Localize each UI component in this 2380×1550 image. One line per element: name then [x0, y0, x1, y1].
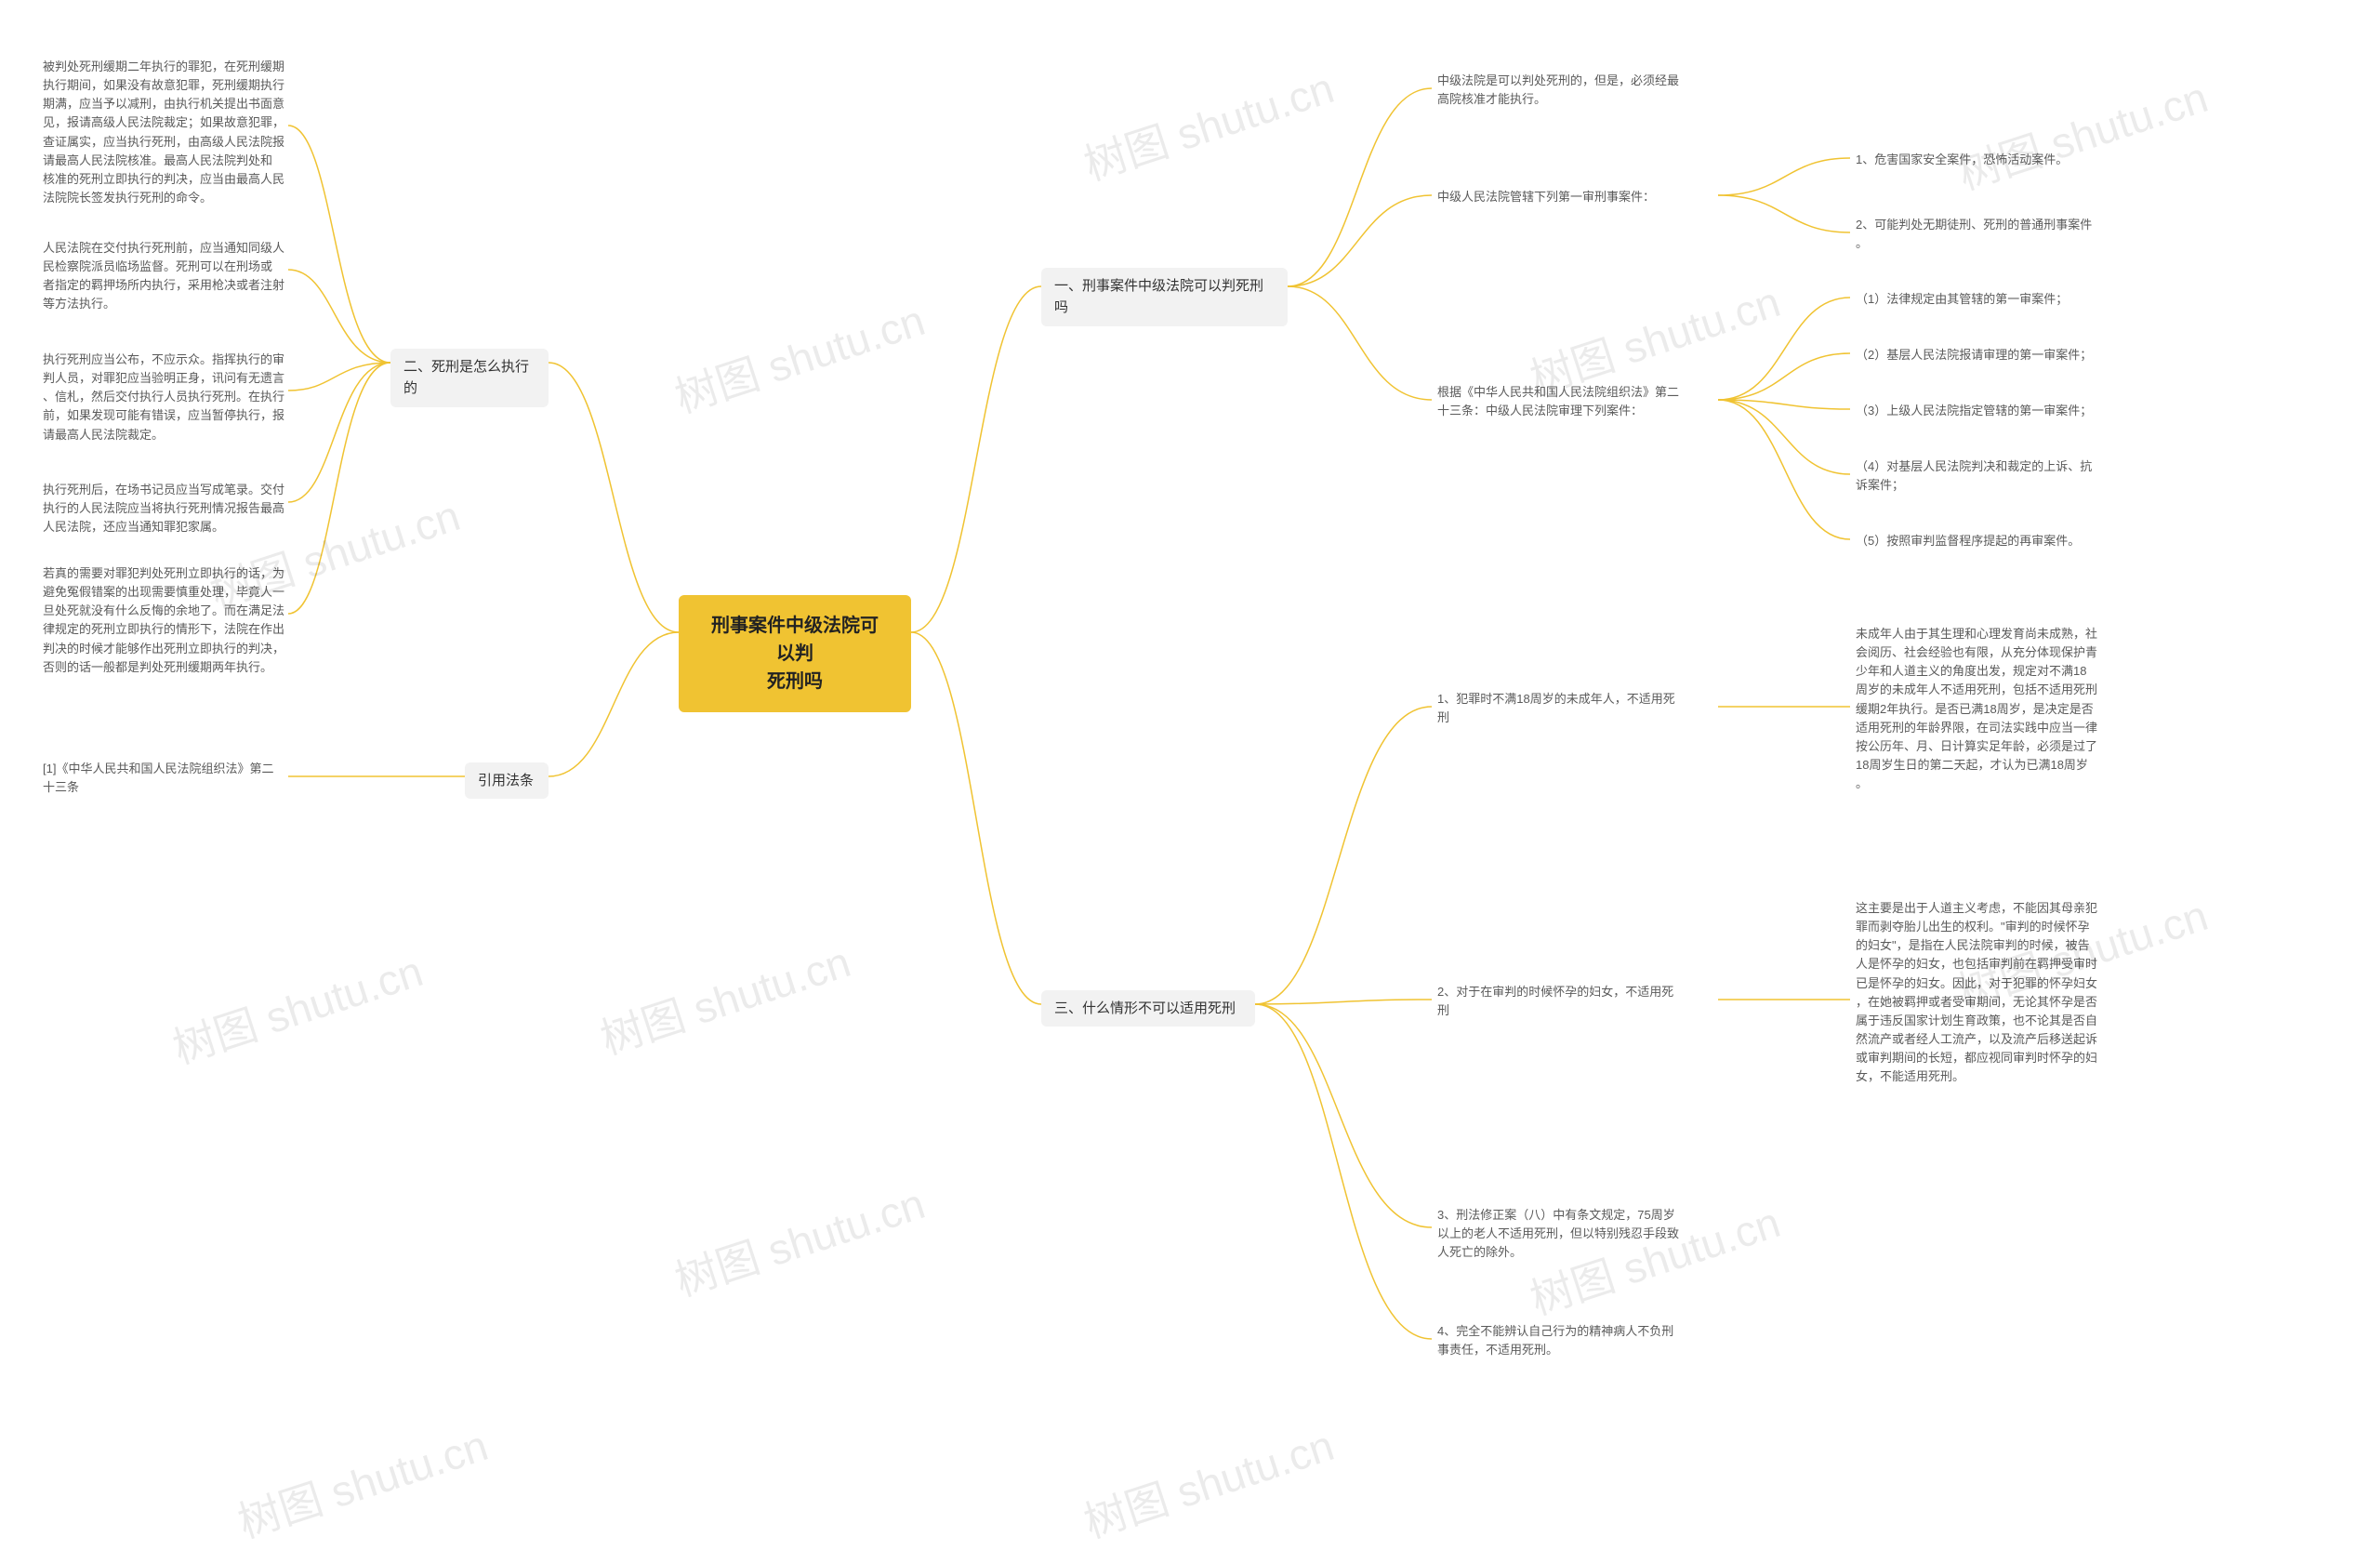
b2-c2: 人民法院在交付执行死刑前，应当通知同级人 民检察院派员临场监督。死刑可以在刑场或… [37, 237, 290, 316]
b2-c1: 被判处死刑缓期二年执行的罪犯，在死刑缓期 执行期间，如果没有故意犯罪，死刑缓期执… [37, 56, 290, 209]
branch-ref-label: 引用法条 [478, 773, 534, 788]
watermark: 树图 shutu.cn [165, 938, 430, 1077]
b1-c2: 中级人民法院管辖下列第一审刑事案件： [1432, 186, 1660, 208]
b3-c2: 2、对于在审判的时候怀孕的妇女，不适用死 刑 [1432, 981, 1679, 1022]
branch-1-label: 一、刑事案件中级法院可以判死刑 吗 [1054, 278, 1263, 315]
b1-c1: 中级法院是可以判处死刑的，但是，必须经最 高院核准才能执行。 [1432, 70, 1685, 111]
root-label: 刑事案件中级法院可以判 死刑吗 [711, 616, 879, 692]
b1-c3-s1: （1）法律规定由其管辖的第一审案件； [1850, 288, 2073, 311]
branch-1: 一、刑事案件中级法院可以判死刑 吗 [1041, 268, 1288, 326]
ref-c1: [1]《中华人民共和国人民法院组织法》第二 十三条 [37, 758, 279, 799]
root-node: 刑事案件中级法院可以判 死刑吗 [679, 595, 911, 712]
b3-c3: 3、刑法修正案（八）中有条文规定，75周岁 以上的老人不适用死刑，但以特别残忍手… [1432, 1204, 1685, 1264]
b1-c3-s4: （4）对基层人民法院判决和裁定的上诉、抗 诉案件； [1850, 456, 2097, 497]
b3-c1-note: 未成年人由于其生理和心理发育尚未成熟，社 会阅历、社会经验也有限，从充分体现保护… [1850, 623, 2103, 795]
b2-c3: 执行死刑应当公布，不应示众。指挥执行的审 判人员，对罪犯应当验明正身，讯问有无遗… [37, 349, 290, 446]
b1-c3-s5: （5）按照审判监督程序提起的再审案件。 [1850, 530, 2085, 552]
branch-3-label: 三、什么情形不可以适用死刑 [1054, 1000, 1236, 1016]
watermark: 树图 shutu.cn [1076, 55, 1341, 193]
watermark: 树图 shutu.cn [667, 287, 932, 426]
b1-c2-s2: 2、可能判处无期徒刑、死刑的普通刑事案件 。 [1850, 214, 2097, 255]
branch-3: 三、什么情形不可以适用死刑 [1041, 990, 1255, 1027]
watermark: 树图 shutu.cn [592, 929, 857, 1067]
branch-2: 二、死刑是怎么执行的 [390, 349, 549, 407]
b1-c3-s2: （2）基层人民法院报请审理的第一审案件； [1850, 344, 2097, 366]
watermark: 树图 shutu.cn [667, 1171, 932, 1309]
b2-c4: 执行死刑后，在场书记员应当写成笔录。交付 执行的人民法院应当将执行死刑情况报告最… [37, 479, 290, 538]
branch-ref: 引用法条 [465, 762, 549, 799]
branch-2-label: 二、死刑是怎么执行的 [403, 359, 529, 396]
watermark: 树图 shutu.cn [1950, 64, 2215, 203]
b1-c3-s3: （3）上级人民法院指定管辖的第一审案件； [1850, 400, 2097, 422]
b1-c3: 根据《中华人民共和国人民法院组织法》第二 十三条：中级人民法院审理下列案件： [1432, 381, 1685, 422]
watermark: 树图 shutu.cn [1076, 1412, 1341, 1550]
b3-c4: 4、完全不能辨认自己行为的精神病人不负刑 事责任，不适用死刑。 [1432, 1320, 1679, 1361]
b3-c1: 1、犯罪时不满18周岁的未成年人，不适用死 刑 [1432, 688, 1681, 729]
b1-c2-s1: 1、危害国家安全案件，恐怖活动案件。 [1850, 149, 2073, 171]
watermark: 树图 shutu.cn [230, 1412, 495, 1550]
b3-c2-note: 这主要是出于人道主义考虑，不能因其母亲犯 罪而剥夺胎儿出生的权利。"审判的时候怀… [1850, 897, 2103, 1088]
b2-c5: 若真的需要对罪犯判处死刑立即执行的话，为 避免冤假错案的出现需要慎重处理，毕竟人… [37, 563, 290, 679]
